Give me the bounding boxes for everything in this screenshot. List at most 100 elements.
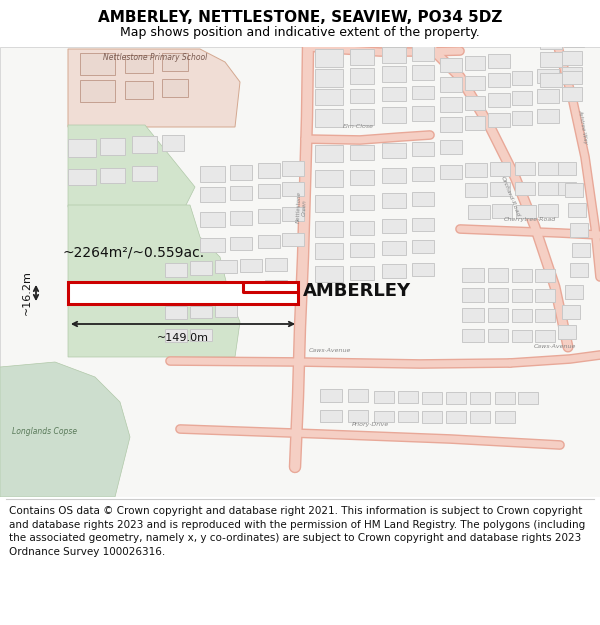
Bar <box>165 284 187 297</box>
Bar <box>490 182 510 196</box>
Bar <box>315 145 343 162</box>
Bar <box>382 168 406 183</box>
Bar <box>537 109 559 123</box>
Bar <box>374 411 394 422</box>
Bar <box>540 52 562 67</box>
Bar <box>68 139 96 157</box>
Text: Nettlestone Primary School: Nettlestone Primary School <box>103 52 207 61</box>
Bar <box>240 281 262 293</box>
Bar <box>538 182 558 195</box>
Bar <box>350 145 374 160</box>
Bar <box>382 107 406 123</box>
Bar <box>488 288 508 302</box>
Bar <box>320 410 342 422</box>
Bar <box>490 162 510 176</box>
Bar <box>440 77 462 92</box>
Bar <box>190 282 212 295</box>
Bar <box>125 81 153 99</box>
Bar <box>412 142 434 156</box>
Bar <box>495 411 515 423</box>
Bar <box>488 308 508 322</box>
Bar <box>315 109 343 127</box>
Bar <box>230 211 252 225</box>
Bar <box>350 89 374 103</box>
Bar <box>512 111 532 125</box>
Bar <box>468 205 490 219</box>
Bar <box>282 182 304 196</box>
Bar <box>382 219 406 233</box>
Text: Orchard·Road: Orchard·Road <box>500 176 520 218</box>
Bar <box>165 263 187 277</box>
Text: Priory·Drive: Priory·Drive <box>352 422 389 427</box>
Bar <box>412 167 434 181</box>
Bar <box>440 140 462 154</box>
Bar <box>462 329 484 342</box>
Bar <box>162 53 188 71</box>
Bar <box>518 392 538 404</box>
Bar <box>540 73 562 87</box>
Bar <box>162 79 188 97</box>
Text: Longlands Copse: Longlands Copse <box>13 428 77 436</box>
Polygon shape <box>0 362 130 497</box>
Bar <box>558 182 576 195</box>
Bar <box>572 243 590 257</box>
Bar <box>465 116 485 130</box>
Bar <box>488 73 510 87</box>
Text: ~2264m²/~0.559ac.: ~2264m²/~0.559ac. <box>63 245 205 259</box>
Bar <box>350 221 374 235</box>
Bar <box>570 263 588 277</box>
Bar <box>495 392 515 404</box>
Bar <box>562 67 582 81</box>
Bar <box>538 162 558 175</box>
Bar <box>348 410 368 422</box>
Text: Nettlestone
Green: Nettlestone Green <box>296 191 308 223</box>
Bar <box>558 162 576 175</box>
Bar <box>465 183 487 197</box>
Bar <box>492 204 512 218</box>
Bar <box>200 166 225 182</box>
Bar <box>412 65 434 80</box>
Text: AMBERLEY, NETTLESTONE, SEAVIEW, PO34 5DZ: AMBERLEY, NETTLESTONE, SEAVIEW, PO34 5DZ <box>98 11 502 26</box>
Bar <box>315 243 343 259</box>
Bar <box>258 209 280 223</box>
Text: ~16.2m: ~16.2m <box>22 271 32 316</box>
Bar <box>382 241 406 255</box>
Bar <box>488 93 510 107</box>
Bar <box>132 166 157 181</box>
Polygon shape <box>68 205 230 297</box>
Bar <box>68 169 96 185</box>
Bar <box>315 69 343 87</box>
Bar <box>165 306 187 319</box>
Bar <box>265 258 287 271</box>
Bar <box>200 187 225 202</box>
Bar <box>488 54 510 68</box>
Text: Cherrytree·Road: Cherrytree·Road <box>504 217 556 222</box>
Bar <box>265 280 287 292</box>
Bar <box>535 309 555 322</box>
Bar <box>125 55 153 73</box>
Bar <box>282 161 304 176</box>
Text: Ashtree·Way: Ashtree·Way <box>578 109 589 144</box>
Bar <box>398 411 418 422</box>
Polygon shape <box>68 49 240 127</box>
Bar <box>512 269 532 282</box>
Bar <box>162 135 184 151</box>
Bar <box>512 289 532 302</box>
Bar <box>80 80 115 102</box>
Bar <box>382 87 406 101</box>
Bar <box>465 163 487 177</box>
Bar <box>382 264 406 278</box>
Bar <box>190 306 212 318</box>
Bar <box>440 58 462 72</box>
Bar <box>462 268 484 282</box>
Bar <box>465 96 485 110</box>
Bar <box>350 266 374 280</box>
Bar <box>562 87 582 101</box>
Bar <box>535 330 555 342</box>
Bar <box>315 221 343 237</box>
Bar <box>488 268 508 282</box>
Bar <box>537 89 559 103</box>
Bar <box>512 309 532 322</box>
Bar <box>382 193 406 208</box>
Bar <box>190 329 212 341</box>
